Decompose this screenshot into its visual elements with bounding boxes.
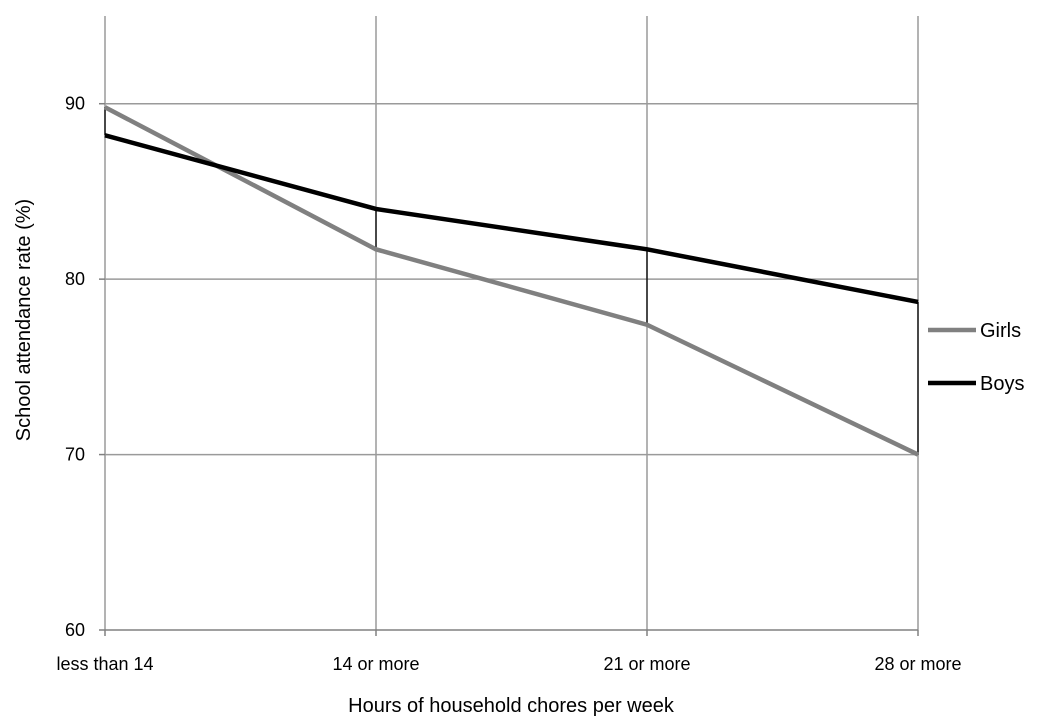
y-tick-label: 60: [65, 620, 85, 640]
axes: [99, 102, 919, 636]
y-tick-label: 70: [65, 445, 85, 465]
gap-connectors: [104, 107, 919, 455]
series-line-girls: [103, 105, 919, 457]
x-tick-label: less than 14: [56, 654, 153, 674]
x-tick-label: 28 or more: [874, 654, 961, 674]
x-axis-title: Hours of household chores per week: [348, 695, 675, 717]
y-axis-title: School attendance rate (%): [13, 199, 35, 441]
legend-label-girls: Girls: [980, 320, 1021, 342]
y-tick-label: 80: [65, 269, 85, 289]
series-line-boys: [104, 133, 919, 305]
legend: Girls Boys: [928, 320, 1024, 395]
series-lines: [103, 105, 919, 457]
tick-labels: 60 70 80 90 less than 14 14 or more 21 or more…: [56, 94, 961, 674]
x-tick-label: 21 or more: [603, 654, 690, 674]
legend-label-boys: Boys: [980, 373, 1024, 395]
y-tick-label: 90: [65, 94, 85, 114]
x-tick-label: 14 or more: [332, 654, 419, 674]
gridlines: [104, 16, 919, 630]
